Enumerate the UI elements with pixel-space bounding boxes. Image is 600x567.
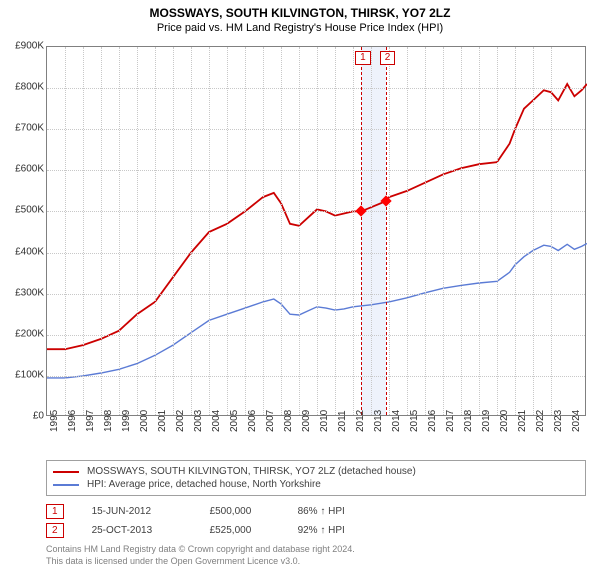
chart-container: MOSSWAYS, SOUTH KILVINGTON, THIRSK, YO7 … (0, 0, 600, 560)
legend-swatch (53, 471, 79, 473)
sale-price: £525,000 (210, 525, 270, 536)
event-marker: 1 (355, 51, 371, 65)
y-axis-label: £500K (0, 205, 44, 216)
chart-subtitle: Price paid vs. HM Land Registry's House … (0, 20, 600, 38)
gridline-v (83, 47, 84, 415)
gridline-v (317, 47, 318, 415)
gridline-v (191, 47, 192, 415)
y-axis-label: £100K (0, 369, 44, 380)
gridline-v (137, 47, 138, 415)
gridline-h (47, 211, 585, 212)
gridline-v (245, 47, 246, 415)
footer: Contains HM Land Registry data © Crown c… (46, 540, 586, 567)
legend-label: MOSSWAYS, SOUTH KILVINGTON, THIRSK, YO7 … (87, 466, 416, 477)
gridline-v (389, 47, 390, 415)
legend-row: MOSSWAYS, SOUTH KILVINGTON, THIRSK, YO7 … (53, 465, 579, 478)
gridline-v (101, 47, 102, 415)
gridline-h (47, 170, 585, 171)
gridline-v (119, 47, 120, 415)
gridline-v (263, 47, 264, 415)
y-axis-label: £900K (0, 41, 44, 52)
gridline-v (227, 47, 228, 415)
sales-row: 1 15-JUN-2012 £500,000 86% HPI (46, 502, 586, 521)
y-axis-label: £300K (0, 287, 44, 298)
gridline-v (335, 47, 336, 415)
sale-pct: 86% HPI (298, 506, 345, 517)
legend-label: HPI: Average price, detached house, Nort… (87, 479, 321, 490)
y-axis-label: £600K (0, 164, 44, 175)
gridline-v (407, 47, 408, 415)
gridline-h (47, 129, 585, 130)
gridline-h (47, 294, 585, 295)
gridline-v (155, 47, 156, 415)
x-axis-label: 2024 (571, 410, 600, 432)
gridline-v (281, 47, 282, 415)
gridline-v (551, 47, 552, 415)
sale-num: 1 (46, 504, 64, 519)
sale-num: 2 (46, 523, 64, 538)
sale-pct: 92% HPI (298, 525, 345, 536)
gridline-v (65, 47, 66, 415)
event-line (361, 47, 362, 415)
sale-date: 15-JUN-2012 (92, 506, 182, 517)
sale-price: £500,000 (210, 506, 270, 517)
bottom-block: MOSSWAYS, SOUTH KILVINGTON, THIRSK, YO7 … (46, 460, 586, 567)
gridline-h (47, 335, 585, 336)
footer-line: This data is licensed under the Open Gov… (46, 556, 586, 567)
gridline-v (533, 47, 534, 415)
y-axis-label: £0 (0, 411, 44, 422)
gridline-v (443, 47, 444, 415)
chart-region: 12 £0 £100K £200K £300K £400K £500K £600K £700K… (0, 38, 600, 456)
gridline-v (497, 47, 498, 415)
legend-row: HPI: Average price, detached house, Nort… (53, 478, 579, 491)
gridline-v (371, 47, 372, 415)
y-axis-label: £200K (0, 328, 44, 339)
gridline-v (173, 47, 174, 415)
y-axis-label: £800K (0, 82, 44, 93)
gridline-v (299, 47, 300, 415)
event-line (386, 47, 387, 415)
legend: MOSSWAYS, SOUTH KILVINGTON, THIRSK, YO7 … (46, 460, 586, 496)
gridline-v (209, 47, 210, 415)
event-marker: 2 (380, 51, 396, 65)
chart-title: MOSSWAYS, SOUTH KILVINGTON, THIRSK, YO7 … (0, 0, 600, 20)
legend-swatch (53, 484, 79, 486)
plot-area: 12 (46, 46, 586, 416)
y-axis-label: £400K (0, 246, 44, 257)
gridline-h (47, 376, 585, 377)
gridline-v (515, 47, 516, 415)
sale-date: 25-OCT-2013 (92, 525, 182, 536)
gridline-v (461, 47, 462, 415)
gridline-v (353, 47, 354, 415)
y-axis-label: £700K (0, 123, 44, 134)
sales-row: 2 25-OCT-2013 £525,000 92% HPI (46, 521, 586, 540)
sales-table: 1 15-JUN-2012 £500,000 86% HPI 2 25-OCT-2013 £… (46, 502, 586, 540)
footer-line: Contains HM Land Registry data © Crown c… (46, 544, 586, 556)
gridline-v (479, 47, 480, 415)
gridline-h (47, 253, 585, 254)
gridline-v (425, 47, 426, 415)
up-arrow-icon (320, 506, 325, 517)
up-arrow-icon (320, 525, 325, 536)
gridline-h (47, 88, 585, 89)
